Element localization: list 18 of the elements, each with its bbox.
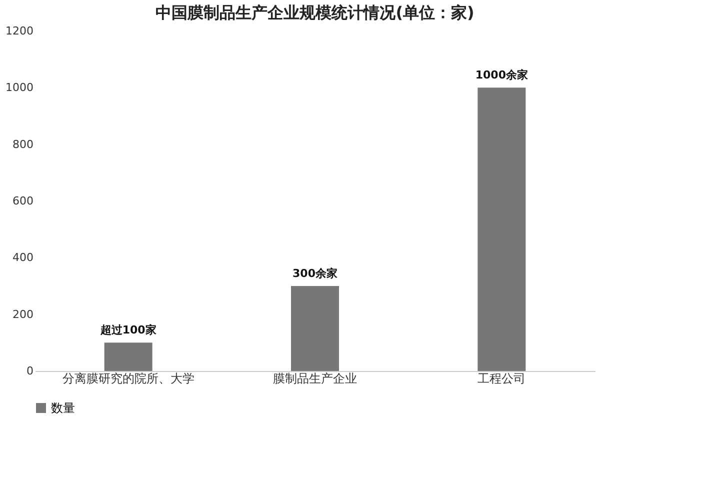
y-tick-label: 1000 — [6, 81, 34, 94]
bar — [291, 286, 339, 371]
data-label: 超过100家 — [99, 324, 156, 337]
data-label: 300余家 — [292, 267, 338, 280]
bar — [478, 88, 526, 371]
bar — [104, 342, 152, 371]
legend-label: 数量 — [51, 401, 75, 415]
x-tick-label: 膜制品生产企业 — [273, 372, 357, 386]
y-tick-label: 600 — [12, 194, 34, 208]
data-label: 1000余家 — [475, 68, 528, 82]
y-tick-label: 0 — [26, 364, 34, 378]
y-tick-label: 400 — [12, 251, 34, 264]
chart-title: 中国膜制品生产企业规模统计情况(单位：家) — [156, 3, 474, 22]
x-tick-label: 分离膜研究的院所、大学 — [62, 372, 194, 386]
y-tick-label: 1200 — [6, 24, 34, 38]
x-tick-label: 工程公司 — [478, 372, 526, 386]
y-tick-label: 800 — [12, 138, 34, 151]
y-tick-label: 200 — [12, 308, 34, 321]
